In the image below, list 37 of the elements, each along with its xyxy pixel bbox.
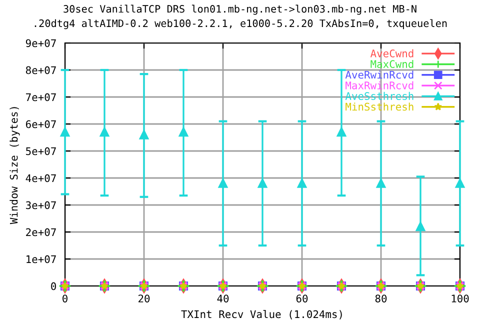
- x-axis-title: TXInt Recv Value (1.024ms): [181, 310, 342, 320]
- point: [258, 178, 268, 188]
- y-tick-label: 4e+07: [26, 174, 56, 182]
- x-tick-label: 20: [138, 294, 150, 302]
- legend-label: AveSsthresh: [345, 92, 414, 100]
- y-tick-label: 2e+07: [26, 228, 56, 236]
- y-tick-label: 7e+07: [26, 93, 56, 102]
- legend-label: AveRwinRcvd: [345, 70, 414, 79]
- legend-label: AveCwnd: [370, 49, 414, 58]
- chart-subtitle: .20dtg4 altAIMD-0.2 web100-2.2.1, e1000-5.2.20 TxAbsIn=0, txqueuelen: [34, 19, 447, 30]
- legend-label: MaxCwnd: [370, 60, 414, 68]
- x-tick-label: 80: [375, 294, 387, 302]
- x-tick-label: 60: [296, 294, 308, 302]
- point: [60, 128, 70, 137]
- y-axis-title: Window Size (bytes): [10, 107, 20, 224]
- x-tick-label: 0: [62, 294, 68, 302]
- point: [100, 128, 110, 137]
- point: [218, 178, 228, 188]
- x-tick-label: 40: [217, 294, 229, 302]
- y-tick-label: 3e+07: [26, 201, 56, 210]
- y-tick-label: 8e+07: [26, 66, 56, 74]
- y-tick-label: 6e+07: [26, 120, 56, 128]
- point: [376, 178, 386, 188]
- legend-label: MaxRwinRcvd: [346, 81, 414, 90]
- point: [455, 178, 465, 188]
- legend-label: MinSsthresh: [346, 102, 414, 111]
- point: [416, 222, 426, 232]
- y-tick-label: 5e+07: [26, 147, 56, 156]
- point: [139, 130, 149, 140]
- y-tick-label: 0: [51, 282, 56, 290]
- point: [297, 178, 307, 188]
- y-tick-label: 9e+07: [26, 39, 56, 48]
- point: [336, 128, 346, 137]
- y-tick-label: 1e+07: [26, 255, 56, 264]
- x-tick-label: 100: [452, 294, 469, 302]
- chart-title: 30sec VanillaTCP DRS lon01.mb-ng.net->lon03.mb-ng.net MB-N: [64, 4, 416, 15]
- point: [178, 128, 188, 137]
